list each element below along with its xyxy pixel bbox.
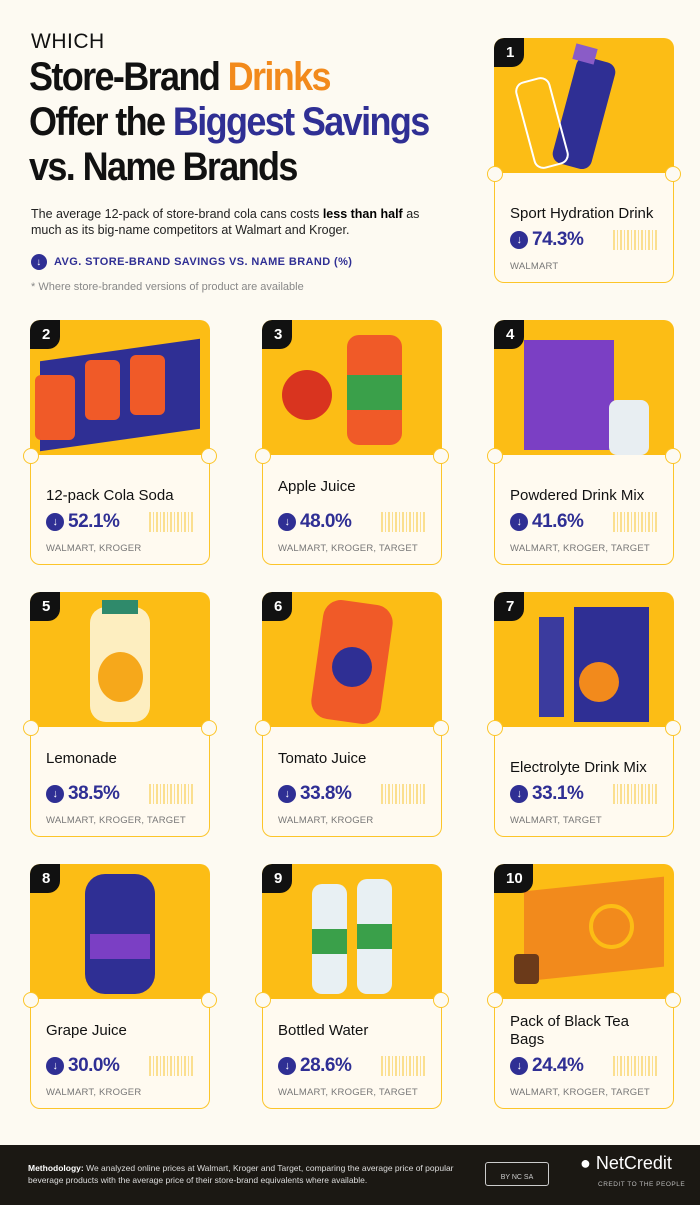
- barcode-decoration: [149, 1056, 195, 1076]
- item-card: 7 Electrolyte Drink Mix ↓ 33.1% WALMART, …: [487, 592, 681, 837]
- product-name: Lemonade: [46, 750, 117, 767]
- arrow-down-circle-icon: ↓: [278, 785, 296, 803]
- barcode-decoration: [613, 230, 659, 250]
- rank-badge: 1: [494, 38, 525, 67]
- arrow-down-circle-icon: ↓: [278, 513, 296, 531]
- store-list: WALMART, TARGET: [510, 815, 602, 826]
- creative-commons-icon: BY NC SA: [485, 1162, 549, 1186]
- page-title: Store-Brand Drinks Offer the Biggest Sav…: [29, 55, 430, 190]
- store-list: WALMART, KROGER, TARGET: [278, 1087, 418, 1098]
- barcode-decoration: [613, 512, 659, 532]
- rank-badge: 5: [30, 592, 61, 621]
- rank-badge: 9: [262, 864, 293, 893]
- barcode-decoration: [613, 784, 659, 804]
- item-card: 6 Tomato Juice ↓ 33.8% WALMART, KROGER: [255, 592, 449, 837]
- arrow-down-circle-icon: ↓: [46, 785, 64, 803]
- store-list: WALMART: [510, 261, 559, 272]
- barcode-decoration: [381, 784, 427, 804]
- kicker: WHICH: [31, 30, 105, 53]
- arrow-down-circle-icon: ↓: [278, 1057, 296, 1075]
- savings-value: 74.3%: [532, 229, 584, 250]
- methodology: Methodology: We analyzed online prices a…: [28, 1163, 454, 1185]
- product-illustration: 4: [494, 320, 674, 455]
- savings-value: 33.1%: [532, 783, 584, 804]
- barcode-decoration: [149, 784, 195, 804]
- rank-badge: 8: [30, 864, 61, 893]
- product-illustration: 9: [262, 864, 442, 999]
- product-illustration: 8: [30, 864, 210, 999]
- item-card: 4 Powdered Drink Mix ↓ 41.6% WALMART, KRO…: [487, 320, 681, 565]
- rank-badge: 6: [262, 592, 293, 621]
- title-part: Offer the: [29, 100, 173, 144]
- product-illustration: 1: [494, 38, 674, 173]
- legend: ↓ AVG. STORE-BRAND SAVINGS VS. NAME BRAND…: [31, 254, 352, 270]
- barcode-decoration: [381, 512, 427, 532]
- arrow-down-circle-icon: ↓: [46, 513, 64, 531]
- arrow-down-circle-icon: ↓: [510, 785, 528, 803]
- title-highlight: Drinks: [227, 55, 332, 99]
- rank-badge: 7: [494, 592, 525, 621]
- rank-badge: 10: [494, 864, 533, 893]
- savings-value: 41.6%: [532, 511, 584, 532]
- product-name: Apple Juice: [278, 478, 356, 495]
- savings-value: 28.6%: [300, 1055, 352, 1076]
- savings-value: 24.4%: [532, 1055, 584, 1076]
- title-highlight: Biggest Savings: [172, 100, 430, 144]
- tagline: CREDIT TO THE PEOPLE: [598, 1181, 686, 1188]
- item-card: 10 Pack of Black Tea Bags ↓ 24.4% WALMART…: [487, 864, 681, 1109]
- product-name: Powdered Drink Mix: [510, 487, 645, 504]
- product-name: 12-pack Cola Soda: [46, 487, 174, 504]
- savings-value: 38.5%: [68, 783, 120, 804]
- netcredit-logo: ● NetCredit: [580, 1153, 672, 1173]
- arrow-down-circle-icon: ↓: [510, 231, 528, 249]
- store-list: WALMART, KROGER, TARGET: [278, 543, 418, 554]
- barcode-decoration: [613, 1056, 659, 1076]
- savings-value: 30.0%: [68, 1055, 120, 1076]
- product-name: Pack of Black Tea Bags: [510, 1013, 629, 1048]
- item-card: 9 Bottled Water ↓ 28.6% WALMART, KROGER, …: [255, 864, 449, 1109]
- arrow-down-circle-icon: ↓: [510, 513, 528, 531]
- title-part: Store-Brand: [29, 55, 228, 99]
- product-illustration: 7: [494, 592, 674, 727]
- product-illustration: 5: [30, 592, 210, 727]
- store-list: WALMART, KROGER, TARGET: [510, 543, 650, 554]
- product-illustration: 2: [30, 320, 210, 455]
- footer: Methodology: We analyzed online prices a…: [0, 1145, 700, 1205]
- item-card: 3 Apple Juice ↓ 48.0% WALMART, KROGER, TA…: [255, 320, 449, 565]
- product-name: Electrolyte Drink Mix: [510, 759, 647, 776]
- product-illustration: 3: [262, 320, 442, 455]
- legend-label: AVG. STORE-BRAND SAVINGS VS. NAME BRAND …: [54, 256, 353, 268]
- store-list: WALMART, KROGER: [46, 543, 142, 554]
- product-illustration: 10: [494, 864, 674, 999]
- product-name: Tomato Juice: [278, 750, 367, 767]
- store-list: WALMART, KROGER: [46, 1087, 142, 1098]
- title-part: vs. Name Brands: [29, 145, 298, 189]
- store-list: WALMART, KROGER, TARGET: [510, 1087, 650, 1098]
- item-card: 5 Lemonade ↓ 38.5% WALMART, KROGER, TARGE…: [23, 592, 217, 837]
- item-card: 2 12-pack Cola Soda ↓ 52.1% WALMART, KROG…: [23, 320, 217, 565]
- barcode-decoration: [381, 1056, 427, 1076]
- savings-value: 33.8%: [300, 783, 352, 804]
- intro-text: The average 12-pack of store-brand cola …: [31, 207, 420, 237]
- rank-badge: 4: [494, 320, 525, 349]
- arrow-down-circle-icon: ↓: [46, 1057, 64, 1075]
- rank-badge: 3: [262, 320, 293, 349]
- rank-badge: 2: [30, 320, 61, 349]
- product-illustration: 6: [262, 592, 442, 727]
- savings-value: 48.0%: [300, 511, 352, 532]
- item-card: 1 Sport Hydration Drink ↓ 74.3% WALMART: [487, 38, 681, 283]
- product-name: Bottled Water: [278, 1022, 369, 1039]
- product-name: Sport Hydration Drink: [510, 205, 654, 222]
- store-list: WALMART, KROGER, TARGET: [46, 815, 186, 826]
- arrow-down-circle-icon: ↓: [31, 254, 47, 270]
- item-card: 8 Grape Juice ↓ 30.0% WALMART, KROGER: [23, 864, 217, 1109]
- barcode-decoration: [149, 512, 195, 532]
- savings-value: 52.1%: [68, 511, 120, 532]
- product-name: Grape Juice: [46, 1022, 127, 1039]
- store-list: WALMART, KROGER: [278, 815, 374, 826]
- arrow-down-circle-icon: ↓: [510, 1057, 528, 1075]
- footnote: * Where store-branded versions of produc…: [31, 281, 304, 293]
